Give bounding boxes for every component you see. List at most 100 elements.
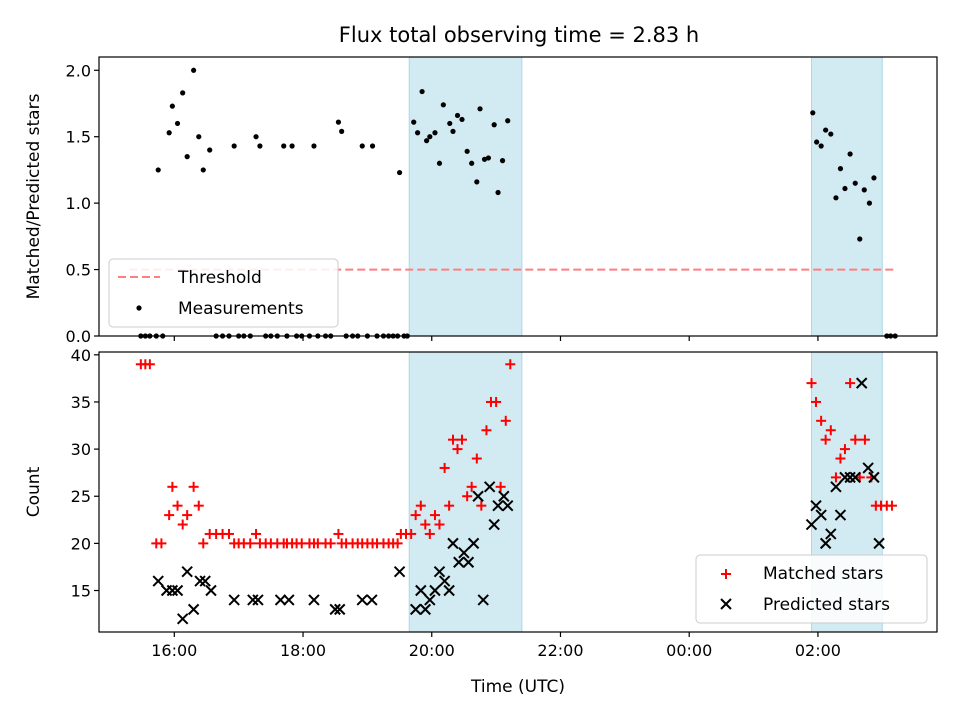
measurement-point [339,128,345,134]
matched-star-point [447,434,458,445]
measurement-point [200,167,206,173]
predicted-star-point [855,377,868,389]
predicted-star-point [472,490,484,502]
predicted-star-point [356,594,368,606]
matched-star-point [491,396,502,407]
matched-star-point [325,538,336,549]
matched-star-point [188,481,199,492]
measurement-point [191,67,197,73]
measurement-point [289,143,295,149]
measurement-point [184,154,190,160]
matched-star-point [845,378,856,389]
measurement-point [359,143,365,149]
predicted-star-point [873,537,885,550]
predicted-star-point [329,603,341,616]
measurement-point [871,175,877,181]
shaded-interval [408,56,523,337]
legend-predicted-swatch [720,598,732,610]
predicted-star-point [171,584,184,597]
measurement-point [454,112,461,119]
shaded-interval [810,56,883,337]
legend-box [108,258,339,328]
y-tick-label: 30 [71,440,91,459]
axes-frame [98,351,938,633]
matched-star-point [156,538,167,549]
predicted-star-point [205,584,217,597]
matched-star-point [420,519,431,530]
predicted-star-point [429,584,441,597]
measurement-point [257,143,263,149]
bottom-legend: Matched stars Predicted stars [695,554,928,624]
matched-star-point [177,519,188,530]
matched-star-point [839,444,850,455]
predicted-star-point [447,537,459,550]
matched-star-point [429,510,440,521]
measurement-point [231,143,237,149]
x-tick-label: 02:00 [795,641,841,660]
matched-star-point [434,519,445,530]
matched-star-point [466,481,477,492]
measurement-point [281,143,287,149]
x-tick-label: 16:00 [151,641,197,660]
predicted-star-point [166,584,179,597]
x-tick-label: 18:00 [280,641,326,660]
predicted-star-point [805,518,818,531]
y-tick-label: 40 [71,346,91,365]
measurement-point [842,185,848,192]
y-tick-label: 1.5 [66,128,91,147]
predicted-star-point [274,594,287,606]
predicted-star-point [492,499,504,512]
measurement-point [414,130,421,136]
predicted-star-point [334,603,346,616]
measurement-point [436,160,443,166]
predicted-star-point [834,509,847,521]
matched-star-point [825,425,836,436]
measurement-point [447,120,453,127]
matched-star-point [850,434,861,445]
measurement-point [369,143,376,149]
top-legend: Threshold Measurements [108,258,339,328]
y-tick-label: 25 [71,487,91,506]
measurement-point [823,127,829,133]
matched-star-point [830,472,841,483]
y-tick-label: 0.5 [66,261,91,280]
matched-star-point [495,481,506,492]
matched-star-point [452,444,463,455]
predicted-star-point [152,575,164,587]
matched-star-point [462,491,473,502]
y-tick-label: 1.0 [66,194,91,213]
y-axis-label: Matched/Predicted stars [24,93,44,299]
matched-star-point [406,528,417,539]
predicted-star-point [810,499,822,512]
matched-star-point [144,359,155,370]
predicted-star-point [488,518,500,531]
measurement-point [847,151,853,157]
measurement-point [196,134,202,140]
y-tick-label: 2.0 [66,61,91,80]
predicted-star-point [199,575,211,587]
predicted-star-point [477,594,489,606]
measurement-point [814,139,820,145]
measurement-point [459,116,465,123]
predicted-star-point [498,490,510,502]
predicted-star-point [839,471,851,484]
predicted-star-point [443,584,455,597]
matched-star-point [224,528,235,539]
x-axis-label: Time (UTC) [470,677,565,697]
measurement-point [477,106,483,112]
measurement-point [155,167,161,173]
matched-star-point [820,434,831,445]
measurement-point [432,130,438,136]
predicted-star-point [815,509,827,521]
y-tick-label: 20 [71,534,91,553]
predicted-star-point [424,594,436,606]
matched-star-point [859,434,870,445]
matched-star-point [816,415,827,426]
predicted-star-point [194,575,206,587]
measurement-point [166,130,172,136]
measurement-point [311,143,317,149]
measurement-point [861,187,867,193]
measurement-point [833,195,839,201]
matched-star-point [245,538,256,549]
predicted-star-point [415,584,427,597]
